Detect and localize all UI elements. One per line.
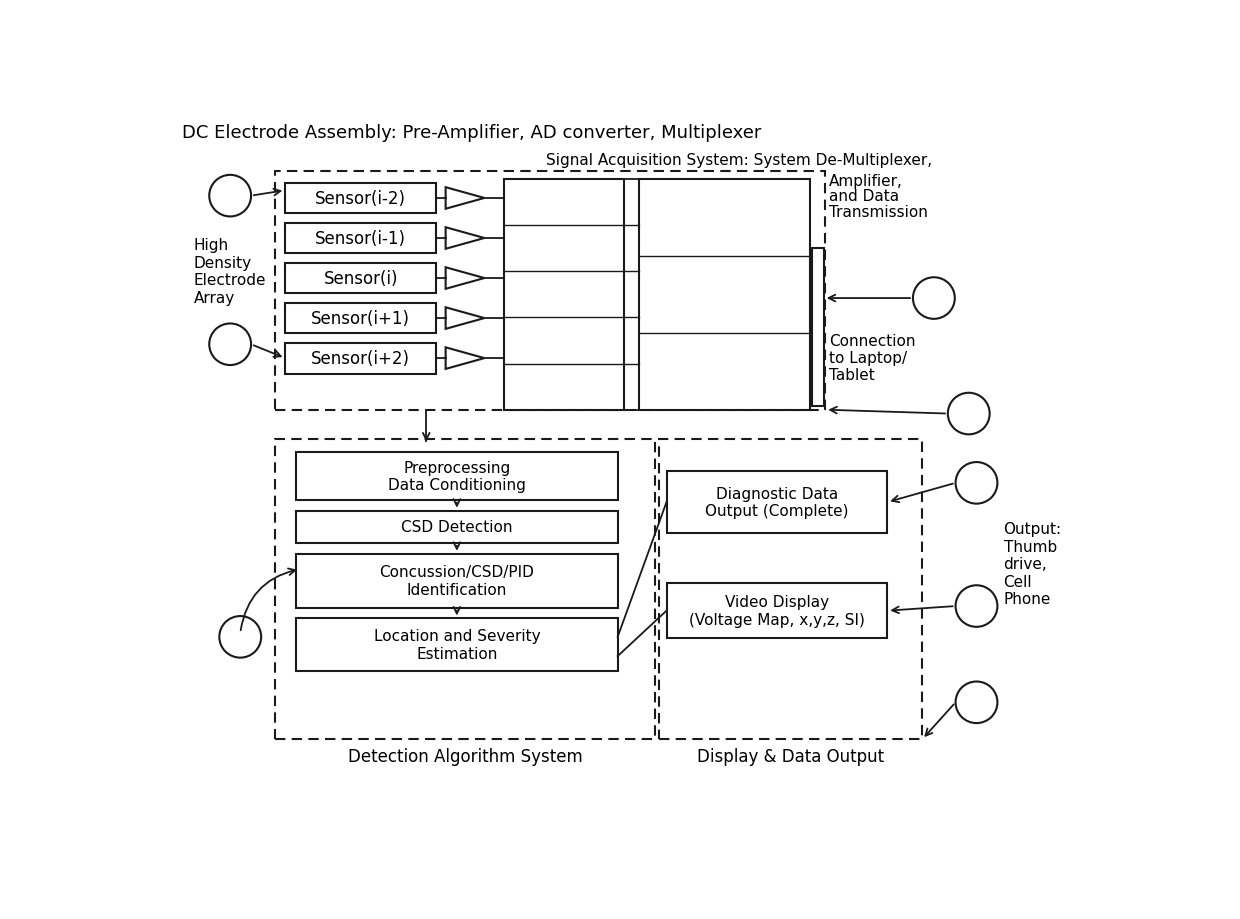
Circle shape [956, 462, 997, 505]
Bar [667, 584, 888, 639]
Text: DC Electrode Assembly: Pre-Amplifier, AD converter, Multiplexer: DC Electrode Assembly: Pre-Amplifier, AD… [182, 124, 761, 142]
Circle shape [947, 393, 990, 435]
Text: 105: 105 [213, 335, 247, 354]
Circle shape [210, 176, 250, 217]
Text: Transmission: Transmission [830, 204, 928, 220]
Circle shape [913, 278, 955, 320]
Bar [667, 471, 888, 533]
Text: 405: 405 [960, 474, 993, 493]
Text: Sensor(i+1): Sensor(i+1) [311, 310, 410, 328]
Text: Display & Data Output: Display & Data Output [697, 747, 884, 766]
Text: CSD Detection: CSD Detection [401, 519, 512, 535]
Text: Connection
to Laptop/
Tablet: Connection to Laptop/ Tablet [830, 334, 916, 383]
Text: Output:
Thumb
drive,
Cell
Phone: Output: Thumb drive, Cell Phone [1003, 522, 1061, 607]
Bar [640, 179, 810, 410]
Text: Preprocessing
Data Conditioning: Preprocessing Data Conditioning [388, 460, 526, 493]
Bar [296, 452, 618, 500]
Circle shape [956, 585, 997, 627]
Bar [285, 184, 436, 214]
Text: Concussion/CSD/PID
Identification: Concussion/CSD/PID Identification [379, 565, 534, 597]
Bar [296, 554, 618, 608]
Bar [296, 618, 618, 671]
Bar [285, 303, 436, 335]
Bar [285, 344, 436, 374]
Text: 205: 205 [951, 405, 986, 423]
Bar [812, 249, 823, 406]
Text: Signal Acquisition System: System De-Multiplexer,: Signal Acquisition System: System De-Mul… [547, 153, 932, 168]
Text: 300: 300 [223, 629, 257, 646]
Bar [275, 172, 826, 410]
Text: Sensor(i): Sensor(i) [324, 270, 398, 288]
Text: 200: 200 [916, 289, 951, 308]
Text: Sensor(i-1): Sensor(i-1) [315, 230, 407, 248]
Text: and Data: and Data [830, 189, 899, 204]
Bar [296, 511, 618, 543]
Bar [658, 439, 923, 740]
Text: Sensor(i+2): Sensor(i+2) [311, 350, 410, 368]
Text: 100: 100 [213, 187, 247, 206]
Text: Amplifier,: Amplifier, [830, 174, 903, 188]
Text: High
Density
Electrode
Array: High Density Electrode Array [193, 238, 267, 305]
Bar [285, 264, 436, 294]
Circle shape [956, 682, 997, 723]
Text: 400: 400 [960, 694, 993, 711]
Bar [285, 223, 436, 255]
Circle shape [210, 324, 250, 366]
Text: Sensor(i-2): Sensor(i-2) [315, 189, 407, 208]
Circle shape [219, 617, 262, 658]
Bar [503, 179, 624, 410]
Text: 410: 410 [960, 597, 993, 616]
Text: Detection Algorithm System: Detection Algorithm System [347, 747, 583, 766]
Bar [275, 439, 655, 740]
Text: Video Display
(Voltage Map, x,y,z, SI): Video Display (Voltage Map, x,y,z, SI) [689, 595, 864, 627]
Text: Location and Severity
Estimation: Location and Severity Estimation [373, 629, 541, 661]
Text: Diagnostic Data
Output (Complete): Diagnostic Data Output (Complete) [706, 486, 848, 518]
